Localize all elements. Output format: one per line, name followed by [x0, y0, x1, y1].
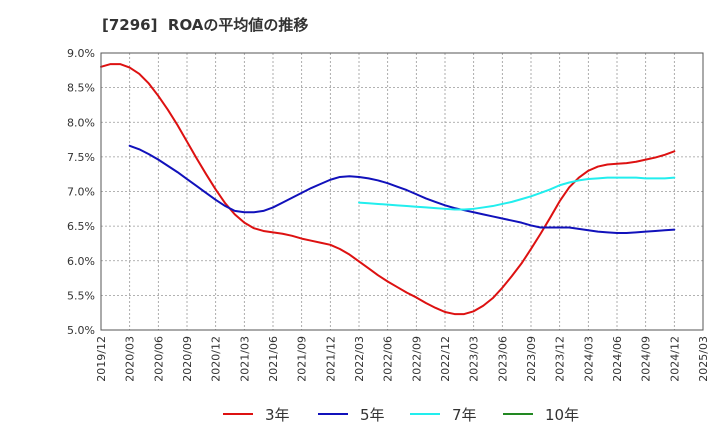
x-tick-label: 2022/06 [382, 336, 395, 382]
x-tick-label: 2024/09 [640, 336, 653, 382]
legend-label: 10年 [545, 406, 579, 424]
legend-label: 5年 [360, 406, 385, 424]
x-axis: 2019/12 2020/03 2020/06 2020/09 2020/12 2021/… [95, 336, 710, 382]
x-tick-label: 2020/09 [181, 336, 194, 382]
x-tick-label: 2023/06 [496, 336, 509, 382]
x-tick-label: 2024/03 [582, 336, 595, 382]
y-tick-label: 8.0% [67, 116, 95, 129]
y-tick-label: 7.0% [67, 186, 95, 199]
x-tick-label: 2024/06 [611, 336, 624, 382]
x-tick-label: 2020/12 [210, 336, 223, 382]
y-axis: 5.0% 5.5% 6.0% 6.5% 7.0% 7.5% 8.0% 8.5% 9.0% [67, 47, 95, 337]
y-tick-label: 8.5% [67, 82, 95, 95]
grid-lines [101, 53, 703, 330]
y-tick-label: 9.0% [67, 47, 95, 60]
series-line-5年 [128, 144, 676, 235]
x-tick-label: 2021/09 [296, 336, 309, 382]
legend-label: 7年 [452, 406, 477, 424]
y-tick-label: 6.0% [67, 255, 95, 268]
y-tick-label: 5.0% [67, 324, 95, 337]
chart-title: [7296] ROAの平均値の推移 [102, 16, 309, 34]
x-tick-label: 2023/12 [554, 336, 567, 382]
series-lines [100, 63, 676, 316]
y-tick-label: 6.5% [67, 220, 95, 233]
x-tick-label: 2019/12 [95, 336, 108, 382]
y-tick-label: 5.5% [67, 289, 95, 302]
x-tick-label: 2020/06 [152, 336, 165, 382]
x-tick-label: 2022/12 [439, 336, 452, 382]
x-tick-label: 2021/12 [324, 336, 337, 382]
legend-label: 3年 [265, 406, 290, 424]
x-tick-label: 2021/03 [238, 336, 251, 382]
series-line-3年 [100, 63, 676, 316]
x-tick-label: 2023/09 [525, 336, 538, 382]
plot-frame [100, 52, 704, 331]
x-tick-label: 2020/03 [124, 336, 137, 382]
legend: 3年 5年 7年 10年 [223, 406, 579, 424]
y-tick-label: 7.5% [67, 151, 95, 164]
x-tick-label: 2021/06 [267, 336, 280, 382]
series-line-7年 [358, 176, 676, 211]
x-tick-label: 2024/12 [668, 336, 681, 382]
x-tick-label: 2025/03 [697, 336, 710, 382]
x-tick-label: 2022/03 [353, 336, 366, 382]
x-tick-label: 2022/09 [410, 336, 423, 382]
x-tick-label: 2023/03 [468, 336, 481, 382]
